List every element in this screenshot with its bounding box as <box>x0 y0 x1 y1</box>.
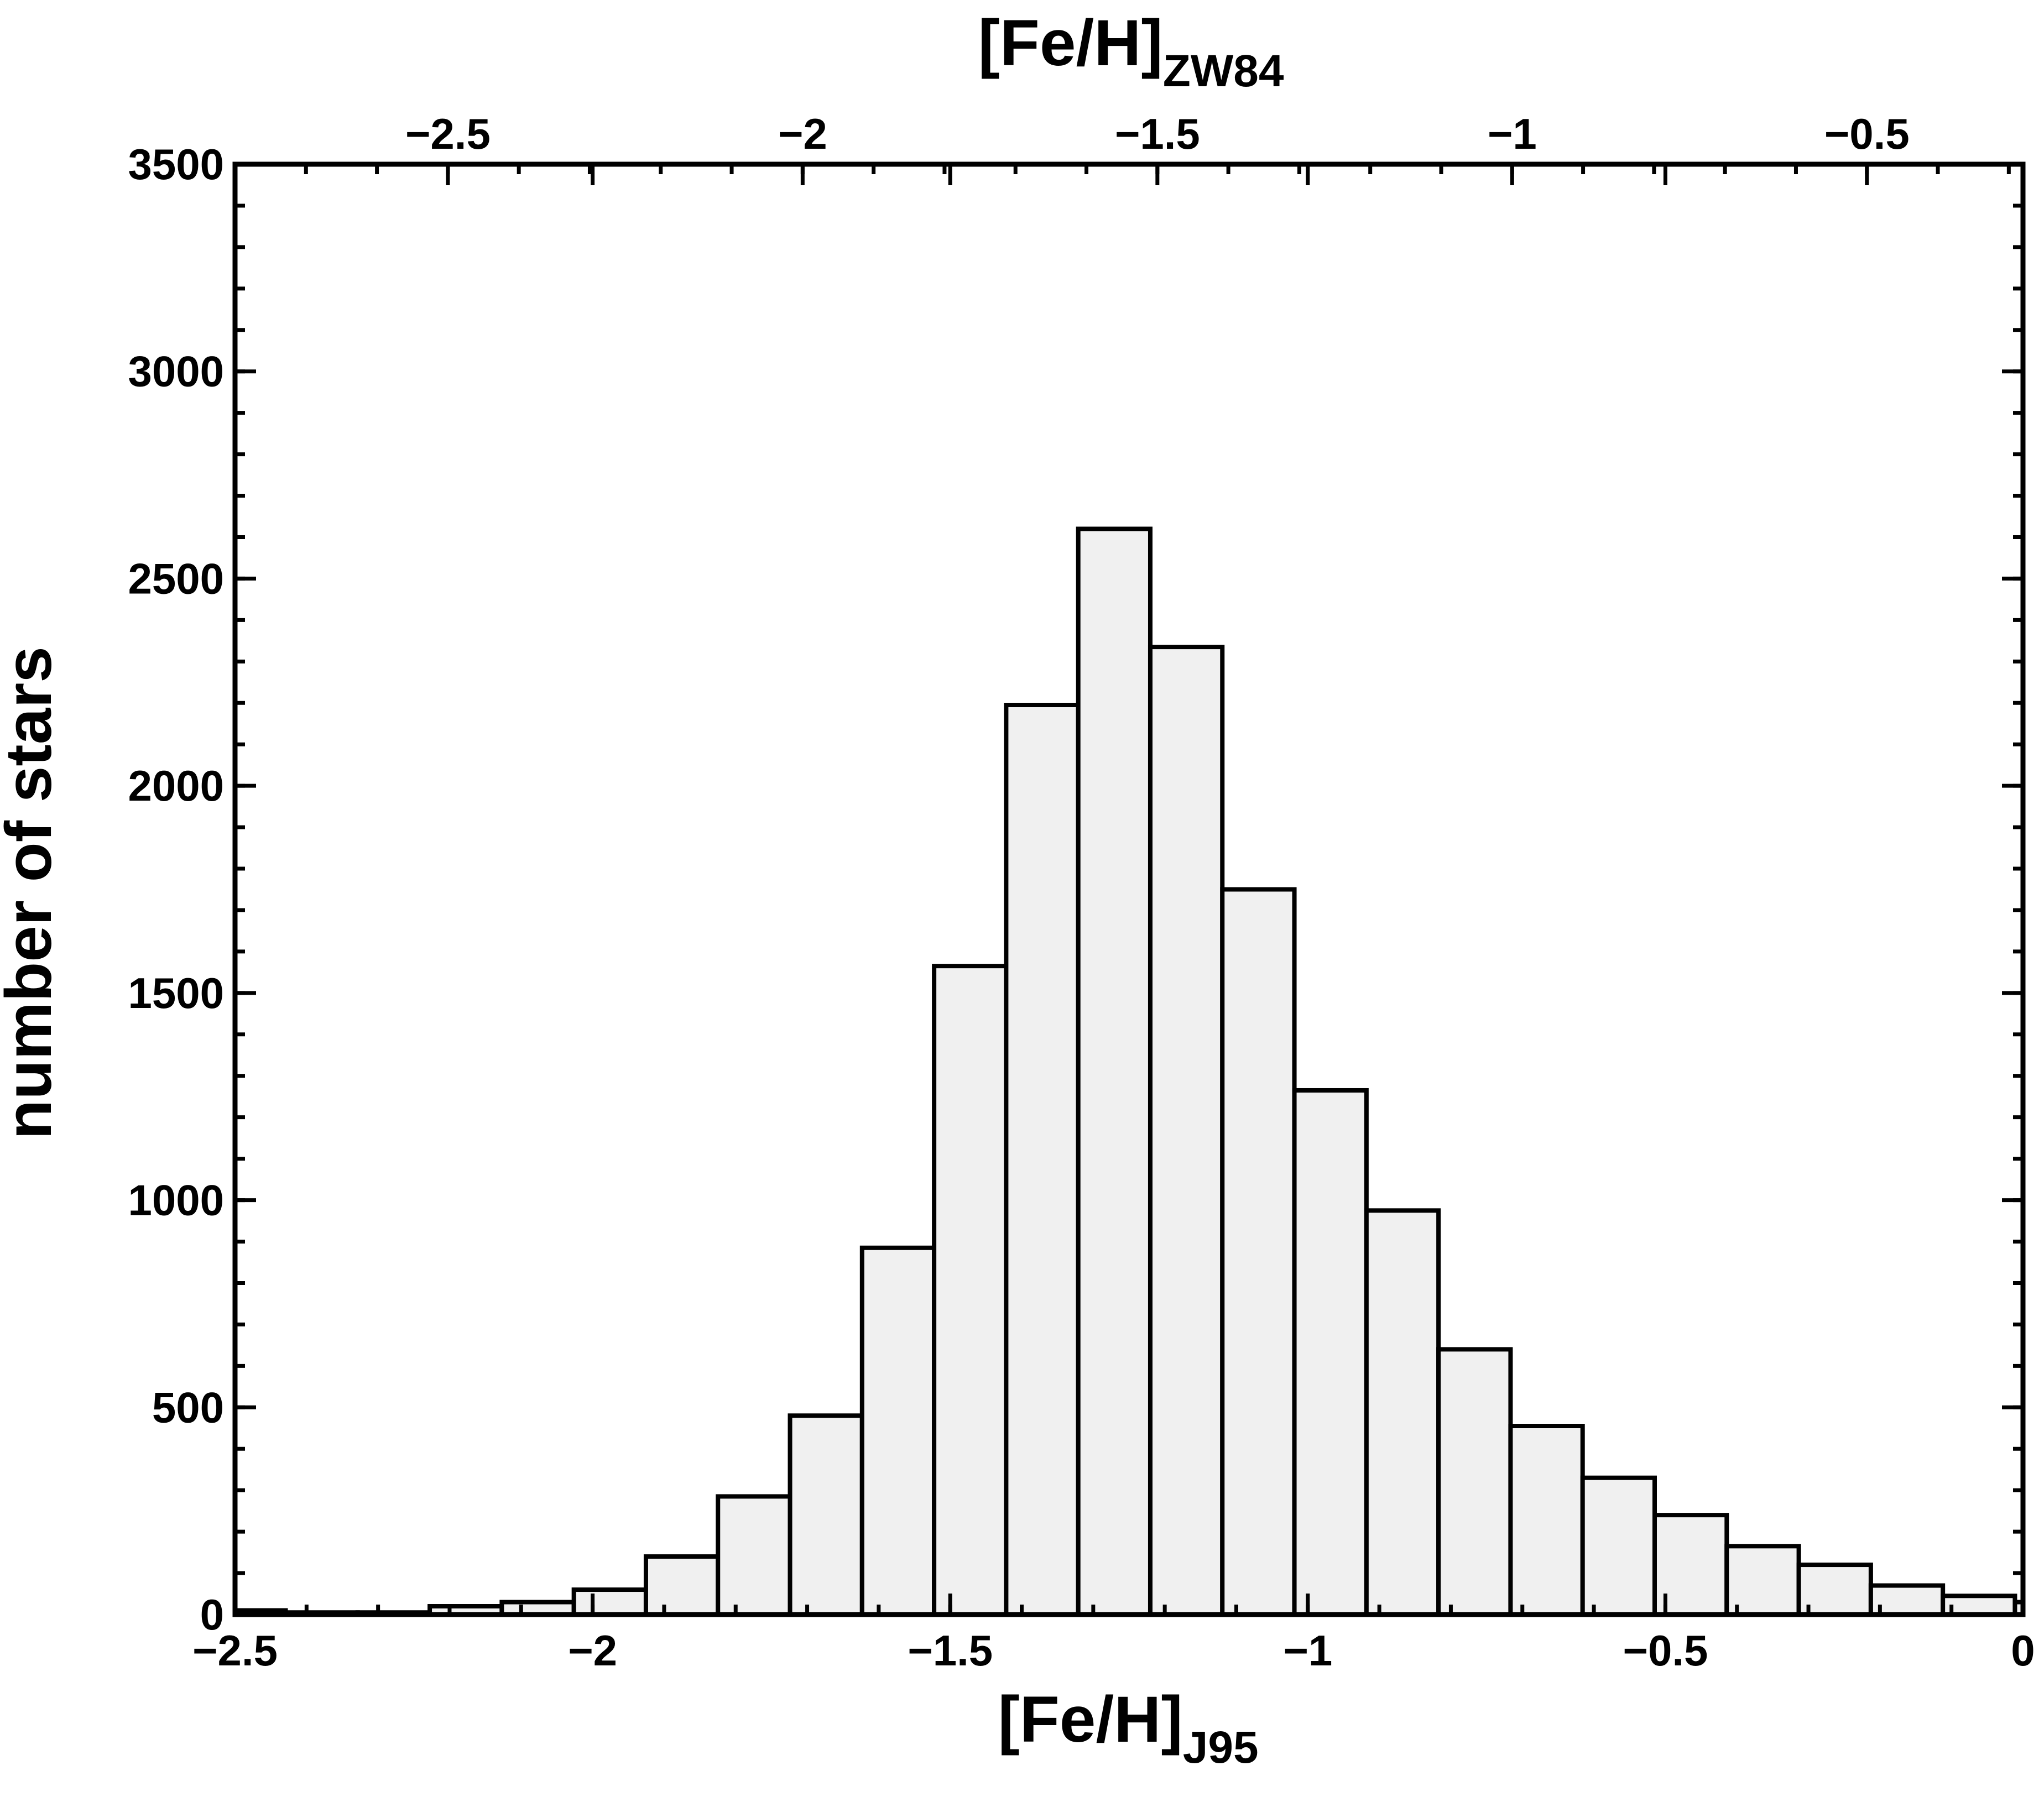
histogram-bar <box>1004 703 1081 1615</box>
plot-frame <box>232 161 2026 1617</box>
top-tick-label: −2 <box>778 109 827 158</box>
x-axis-title: [Fe/H]J95 <box>998 1683 1258 1773</box>
x-axis-title-main: [Fe/H] <box>998 1683 1182 1756</box>
tick-labels: −2.5 −2 −1.5 −1 −0.5 0−2.5 −2 −1.5 −1 −0.50500100… <box>128 109 2035 1675</box>
top-axis-title-subscript: ZW84 <box>1163 46 1284 96</box>
y-tick-label: 0 <box>200 1590 224 1639</box>
y-tick-label: 3500 <box>128 140 224 189</box>
histogram-bars <box>235 526 2023 1615</box>
histogram-bar <box>1148 645 1225 1615</box>
x-tick-label: −2.5 <box>192 1626 278 1675</box>
x-tick-label: −2 <box>568 1626 617 1675</box>
y-tick-label: 1000 <box>128 1176 224 1225</box>
histogram-bar <box>716 1494 792 1615</box>
histogram-bar <box>1796 1563 1873 1615</box>
histogram-bar <box>1580 1475 1657 1615</box>
histogram-bar <box>1436 1347 1513 1615</box>
top-tick-label: −1.5 <box>1115 109 1200 158</box>
x-tick-label: −1.5 <box>908 1626 993 1675</box>
x-tick-label: 0 <box>2011 1626 2035 1675</box>
histogram-bar <box>1076 526 1153 1615</box>
top-tick-label: −2.5 <box>405 109 491 158</box>
top-axis-title: [Fe/H]ZW84 <box>978 7 1284 96</box>
histogram-bar <box>1941 1594 2017 1615</box>
y-tick-label: 500 <box>152 1383 224 1432</box>
histogram-bar <box>1508 1424 1585 1615</box>
histogram-bar <box>1724 1544 1801 1615</box>
histogram-bar <box>859 1245 937 1615</box>
y-tick-label: 2500 <box>128 554 224 603</box>
top-axis-title-main: [Fe/H] <box>978 7 1163 80</box>
y-tick-label: 1500 <box>128 969 224 1017</box>
top-tick-label: −1 <box>1488 109 1537 158</box>
y-tick-label: 3000 <box>128 347 224 396</box>
histogram-bar <box>788 1413 864 1615</box>
y-axis-title: number of stars <box>0 646 65 1140</box>
y-tick-label: 2000 <box>128 761 224 810</box>
x-axis-title-subscript: J95 <box>1183 1722 1259 1773</box>
histogram-bar <box>1220 887 1297 1615</box>
histogram-bar <box>643 1554 721 1615</box>
x-tick-label: −1 <box>1283 1626 1332 1675</box>
x-tick-label: −0.5 <box>1623 1626 1708 1675</box>
histogram-bar <box>1364 1208 1441 1615</box>
histogram-bar <box>932 964 1009 1615</box>
histogram-bar <box>571 1587 648 1615</box>
histogram-bar <box>1652 1513 1729 1615</box>
top-tick-label: −0.5 <box>1824 109 1910 158</box>
histogram-bar <box>1292 1088 1369 1615</box>
